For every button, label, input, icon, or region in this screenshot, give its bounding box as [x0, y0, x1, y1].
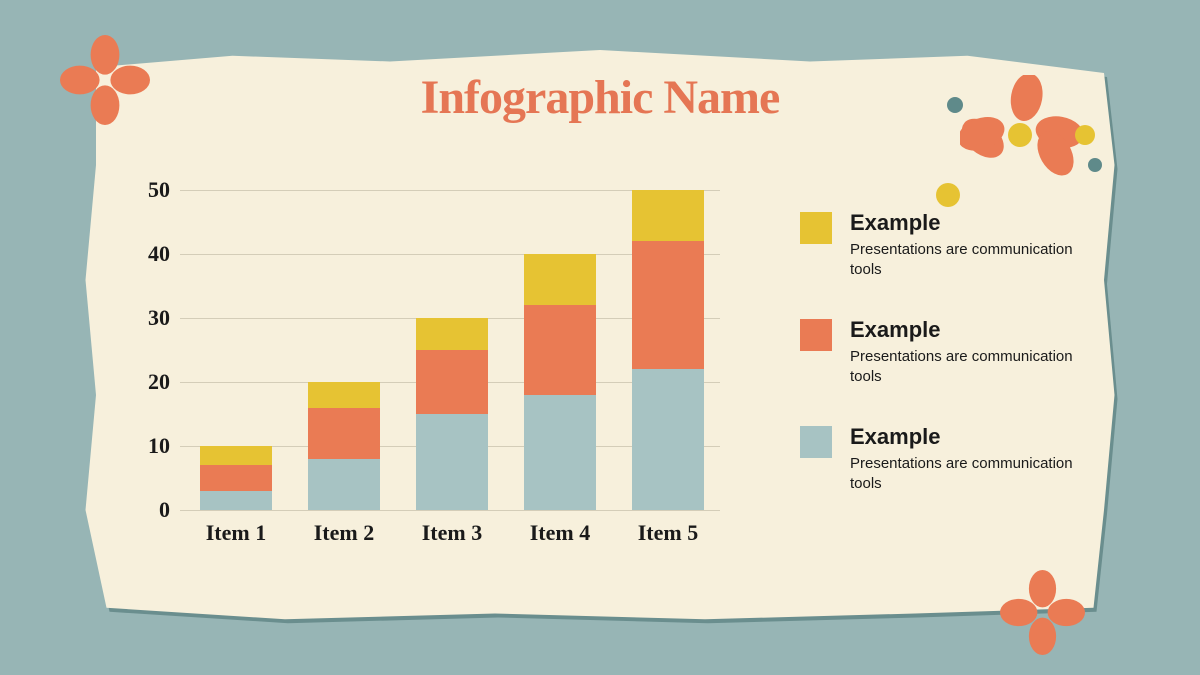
- legend-title: Example: [850, 317, 1080, 343]
- legend-item: Example Presentations are communication t…: [800, 317, 1080, 386]
- x-axis-tick: Item 4: [520, 520, 600, 546]
- y-axis-tick: 10: [130, 433, 170, 459]
- legend-item: Example Presentations are communication t…: [800, 210, 1080, 279]
- bar-segment: [416, 414, 488, 510]
- bar-segment: [524, 305, 596, 395]
- legend-text: Example Presentations are communication t…: [850, 317, 1080, 386]
- x-axis-tick: Item 2: [304, 520, 384, 546]
- legend-description: Presentations are communication tools: [850, 240, 1080, 279]
- bar-segment: [632, 369, 704, 510]
- y-axis-tick: 20: [130, 369, 170, 395]
- bar-segment: [200, 465, 272, 491]
- bar-segment: [632, 190, 704, 241]
- bar-chart: 01020304050Item 1Item 2Item 3Item 4Item …: [130, 190, 730, 570]
- bar-segment: [308, 459, 380, 510]
- bar-segment: [200, 446, 272, 465]
- y-axis-tick: 0: [130, 497, 170, 523]
- y-axis-tick: 30: [130, 305, 170, 331]
- bar-segment: [524, 395, 596, 510]
- legend-title: Example: [850, 210, 1080, 236]
- bar-segment: [308, 408, 380, 459]
- legend-description: Presentations are communication tools: [850, 347, 1080, 386]
- bar-segment: [524, 254, 596, 305]
- legend-description: Presentations are communication tools: [850, 454, 1080, 493]
- legend-text: Example Presentations are communication t…: [850, 424, 1080, 493]
- bar-segment: [416, 318, 488, 350]
- bar-segment: [416, 350, 488, 414]
- legend-item: Example Presentations are communication t…: [800, 424, 1080, 493]
- chart-legend: Example Presentations are communication t…: [800, 210, 1080, 531]
- legend-swatch: [800, 426, 832, 458]
- y-axis-tick: 40: [130, 241, 170, 267]
- x-axis-tick: Item 5: [628, 520, 708, 546]
- legend-swatch: [800, 212, 832, 244]
- bar-segment: [308, 382, 380, 408]
- legend-swatch: [800, 319, 832, 351]
- baseline: [180, 510, 720, 511]
- x-axis-tick: Item 1: [196, 520, 276, 546]
- bar-segment: [632, 241, 704, 369]
- infographic-title: Infographic Name: [0, 70, 1200, 125]
- legend-text: Example Presentations are communication t…: [850, 210, 1080, 279]
- bar-segment: [200, 491, 272, 510]
- chart-plot: 01020304050Item 1Item 2Item 3Item 4Item …: [180, 190, 720, 510]
- flower-bottom-right: [1000, 570, 1085, 655]
- y-axis-tick: 50: [130, 177, 170, 203]
- x-axis-tick: Item 3: [412, 520, 492, 546]
- legend-title: Example: [850, 424, 1080, 450]
